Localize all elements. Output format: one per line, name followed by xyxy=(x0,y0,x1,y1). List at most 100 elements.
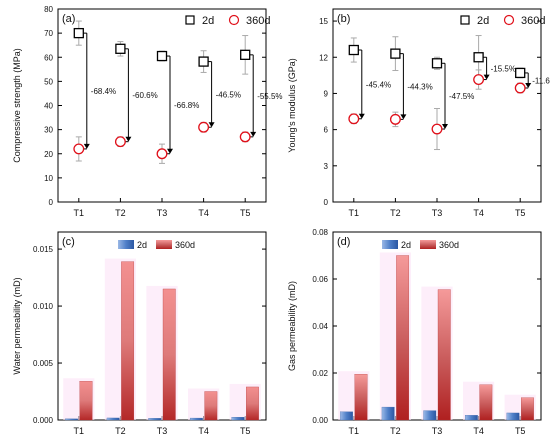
legend-label-2d: 2d xyxy=(202,15,214,27)
reduction-label: -68.4% xyxy=(91,87,116,96)
bar-360d xyxy=(204,391,218,421)
legend-marker-2d xyxy=(460,15,470,25)
arrow-head xyxy=(483,74,490,80)
legend-marker-360d xyxy=(503,14,515,26)
data-point-2d xyxy=(431,58,443,69)
reduction-label: -44.3% xyxy=(407,83,432,92)
legend-marker-360d xyxy=(228,14,240,26)
bar-2d xyxy=(340,411,353,421)
bar-360d xyxy=(162,288,176,421)
x-tick-label: T4 xyxy=(473,208,484,218)
bar-2d xyxy=(381,406,395,421)
legend-label-360d: 360d xyxy=(521,15,545,27)
x-tick-label: T5 xyxy=(240,426,251,436)
arrow-head xyxy=(358,113,365,119)
y-tick-label: 0.005 xyxy=(33,359,54,368)
legend-label-2d: 2d xyxy=(137,240,147,250)
data-point-360d xyxy=(239,131,251,143)
y-axis-label: Young's modulus (GPa) xyxy=(287,58,297,152)
x-tick-label: T5 xyxy=(240,208,251,218)
y-tick-label: 80 xyxy=(44,5,53,14)
x-tick-label: T4 xyxy=(198,208,209,218)
reduction-label: -55.5% xyxy=(257,92,282,101)
arrow-head xyxy=(525,83,532,89)
legend-swatch-360d xyxy=(420,240,436,249)
legend-label-360d: 360d xyxy=(175,240,195,250)
bar-2d xyxy=(189,417,203,421)
reduction-label: -15.5% xyxy=(491,64,516,73)
x-tick-label: T3 xyxy=(432,208,443,218)
data-point-2d xyxy=(73,27,84,39)
arrow-head xyxy=(442,124,448,130)
plot-frame xyxy=(57,8,267,203)
x-tick-label: T3 xyxy=(157,208,168,218)
y-tick-label: 10 xyxy=(44,174,53,183)
y-tick-label: 50 xyxy=(44,77,53,86)
y-tick-label: 3 xyxy=(324,162,329,171)
x-tick-label: T5 xyxy=(515,208,526,218)
bar-2d xyxy=(148,418,162,421)
y-tick-label: 9 xyxy=(324,89,329,98)
data-point-2d xyxy=(156,50,168,62)
y-tick-label: 6 xyxy=(324,126,329,135)
y-tick-label: 0 xyxy=(324,198,329,207)
reduction-label: -47.5% xyxy=(449,92,474,101)
data-point-2d xyxy=(515,67,526,79)
bar-360d xyxy=(521,397,534,421)
bar-360d xyxy=(121,261,135,421)
legend-swatch-2d xyxy=(382,240,398,249)
reduction-label: -66.8% xyxy=(174,101,199,110)
y-tick-label: 12 xyxy=(319,53,328,62)
data-point-360d xyxy=(114,136,126,148)
data-point-360d xyxy=(73,143,85,155)
data-point-360d xyxy=(389,113,401,125)
y-axis-label: Gas permeability (mD) xyxy=(287,281,297,371)
arrow-head xyxy=(250,131,257,137)
arrow-head xyxy=(208,122,215,128)
y-tick-label: 0.000 xyxy=(33,416,54,425)
x-tick-label: T2 xyxy=(115,208,126,218)
data-point-360d xyxy=(198,121,210,133)
data-point-2d xyxy=(473,52,484,63)
y-tick-label: 15 xyxy=(319,17,328,26)
legend-label-360d: 360d xyxy=(439,240,459,250)
data-point-360d xyxy=(156,148,168,160)
y-tick-label: 0.010 xyxy=(33,302,54,311)
reduction-label: -46.5% xyxy=(216,90,241,99)
panel-label: (c) xyxy=(62,236,75,248)
legend-label-360d: 360d xyxy=(246,15,270,27)
bar-2d xyxy=(506,412,520,421)
y-tick-label: 0.015 xyxy=(33,245,54,254)
y-tick-label: 0.02 xyxy=(312,369,328,378)
y-tick-label: 20 xyxy=(44,150,53,159)
arrow-head xyxy=(167,148,173,154)
data-point-360d xyxy=(431,123,443,135)
arrow-head xyxy=(125,136,132,142)
arrow-head xyxy=(83,143,90,149)
y-tick-label: 0 xyxy=(49,198,54,207)
data-point-2d xyxy=(390,48,401,59)
bar-360d xyxy=(437,289,451,421)
reduction-label: -11.6% xyxy=(532,76,550,85)
x-tick-label: T4 xyxy=(473,426,484,436)
y-tick-label: 0.00 xyxy=(312,416,328,425)
y-tick-label: 0.06 xyxy=(312,275,328,284)
reduction-label: -45.4% xyxy=(366,80,391,89)
legend-swatch-360d xyxy=(156,240,172,249)
x-tick-label: T1 xyxy=(74,208,85,218)
x-tick-label: T2 xyxy=(115,426,126,436)
panel-label: (d) xyxy=(337,236,350,248)
data-point-360d xyxy=(348,113,360,125)
x-tick-label: T1 xyxy=(74,426,85,436)
x-tick-label: T2 xyxy=(390,208,401,218)
plot-frame xyxy=(332,8,542,203)
x-tick-label: T5 xyxy=(515,426,526,436)
reduction-label: -60.6% xyxy=(132,91,157,100)
y-tick-label: 30 xyxy=(44,126,53,135)
x-tick-label: T1 xyxy=(349,208,360,218)
data-point-2d xyxy=(115,43,126,54)
legend-marker-2d xyxy=(185,15,195,25)
x-tick-label: T3 xyxy=(157,426,168,436)
bar-2d xyxy=(106,417,120,421)
